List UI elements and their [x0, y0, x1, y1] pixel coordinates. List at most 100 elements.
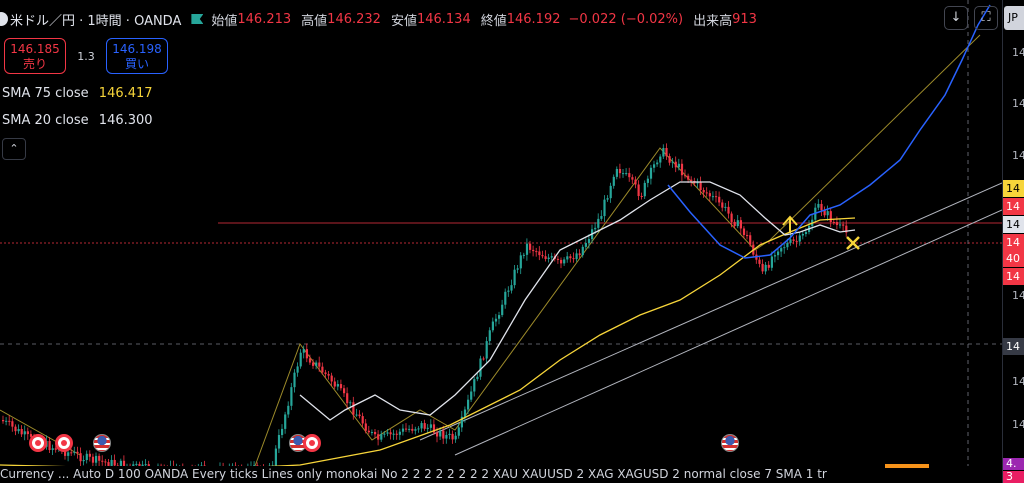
symbol-title[interactable]: 米ドル／円 · 1時間 · OANDA: [10, 13, 182, 29]
candle-body: [380, 434, 383, 440]
sell-button[interactable]: 146.185 売り: [4, 38, 66, 74]
candle-body: [637, 184, 640, 197]
candle-body: [302, 349, 305, 353]
collapse-chevron-icon[interactable]: ⌃: [2, 138, 26, 160]
indicator-sma20[interactable]: SMA 20 close 146.300: [2, 113, 153, 128]
candle-body: [628, 173, 631, 178]
candle-body: [547, 257, 550, 260]
candle-body: [330, 375, 333, 382]
candle-body: [429, 424, 432, 428]
candle-body: [284, 414, 287, 429]
candle-body: [277, 434, 281, 449]
candle-body: [832, 221, 835, 223]
candle-body: [135, 463, 138, 465]
candle-body: [132, 464, 135, 466]
candle-body: [649, 167, 653, 179]
candle-body: [113, 459, 116, 466]
blue-ma-line: [667, 4, 991, 259]
candle-body: [79, 453, 82, 462]
candle-body: [274, 448, 277, 466]
candle-body: [544, 256, 547, 260]
candle-body: [420, 423, 423, 429]
candle-body: [550, 256, 553, 258]
candle-body: [767, 264, 770, 268]
current-price-label: 14: [1003, 234, 1024, 251]
close-value: 146.192: [506, 11, 561, 27]
candle-body: [281, 428, 284, 435]
candle-body: [11, 421, 14, 427]
candle-body: [374, 431, 377, 435]
candle-body: [392, 433, 395, 435]
sell-label: 売り: [22, 57, 47, 71]
candle-body: [829, 211, 832, 222]
candle-body: [656, 162, 659, 165]
candle-body: [615, 168, 618, 177]
trend-line-upper: [419, 182, 1002, 441]
bottom-axis-label-2: 3: [1003, 471, 1024, 483]
candle-body: [253, 465, 256, 466]
candle-body: [798, 235, 801, 242]
candle-body: [668, 156, 671, 163]
candle-body: [560, 259, 563, 264]
candle-body: [522, 254, 525, 256]
candle-body: [612, 176, 615, 186]
candle-body: [122, 460, 126, 466]
candle-body: [67, 452, 70, 456]
candle-body: [535, 251, 538, 253]
candle-body: [324, 372, 327, 375]
buy-label: 買い: [124, 57, 149, 71]
candle-body: [308, 358, 312, 363]
candle-body: [842, 224, 845, 226]
event-flag-icon[interactable]: [29, 434, 47, 452]
language-button[interactable]: JP: [1004, 6, 1024, 30]
indicator-sma20-value: 146.300: [98, 113, 153, 128]
candle-body: [708, 193, 711, 197]
candle-body: [290, 387, 293, 406]
candle-body: [680, 163, 684, 176]
download-icon[interactable]: ↓: [944, 6, 968, 30]
candle-body: [119, 460, 122, 466]
trend-line-lower: [454, 209, 1002, 456]
candle-body: [665, 147, 668, 157]
candle-body: [817, 203, 820, 208]
candle-body: [662, 147, 665, 157]
candle-body: [687, 175, 690, 180]
candle-body: [820, 203, 823, 211]
fullscreen-icon[interactable]: ⛶: [974, 6, 998, 30]
candle-body: [460, 416, 463, 428]
candle-body: [287, 405, 290, 415]
candle-body: [795, 240, 798, 242]
countdown-label: 40: [1003, 250, 1024, 267]
candle-body: [5, 420, 8, 422]
candle-body: [640, 196, 643, 198]
candle-body: [498, 315, 501, 319]
candle-body: [141, 464, 144, 466]
candle-body: [485, 341, 488, 359]
candle-body: [618, 168, 622, 174]
candle-body: [445, 434, 448, 439]
event-flag-icon[interactable]: [93, 434, 111, 452]
low-price-label: 14: [1003, 268, 1024, 285]
candle-body: [491, 321, 494, 331]
indicator-sma75[interactable]: SMA 75 close 146.417: [2, 86, 153, 101]
candle-body: [786, 242, 789, 248]
green-flag-icon[interactable]: [191, 14, 204, 24]
candle-body: [451, 433, 454, 440]
status-indicator: [885, 464, 929, 468]
event-flag-icon[interactable]: [55, 434, 73, 452]
candle-body: [377, 434, 380, 440]
buy-button[interactable]: 146.198 買い: [106, 38, 168, 74]
candle-body: [401, 428, 405, 432]
candle-body: [405, 428, 408, 430]
price-chart[interactable]: [0, 0, 1002, 466]
candle-body: [417, 428, 420, 430]
candle-body: [677, 163, 680, 168]
candle-body: [482, 358, 485, 360]
event-flag-icon[interactable]: [303, 434, 321, 452]
candle-body: [513, 269, 516, 286]
candle-body: [711, 196, 715, 198]
up-arrow-icon: [782, 215, 798, 233]
event-flag-icon[interactable]: [721, 434, 739, 452]
candle-body: [395, 433, 398, 435]
candle-body: [587, 239, 591, 243]
